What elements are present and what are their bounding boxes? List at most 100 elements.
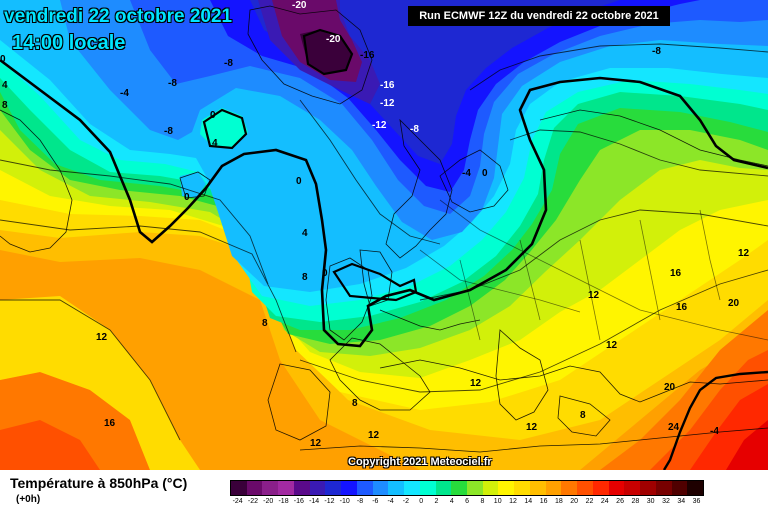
map-label: -16 — [380, 80, 395, 91]
legend-swatch — [529, 481, 546, 495]
legend-label: -22 — [247, 498, 258, 505]
map-label: 8 — [262, 318, 268, 329]
map-label: 8 — [2, 100, 8, 111]
map-label: 4 — [302, 228, 308, 239]
color-scale-labels: -24 -22 -20 -18 -16 -14 -12 -10 -8 -6 -4 -2 0 2 4 6 8 10 1… — [230, 498, 704, 510]
legend-title: Température à 850hPa (°C) — [10, 475, 188, 491]
map-label: -8 — [224, 58, 233, 69]
legend-swatch — [592, 481, 609, 495]
isotherm-20-east — [662, 370, 768, 470]
legend-swatch — [671, 481, 688, 495]
legend-swatch — [467, 481, 483, 495]
legend-swatch — [388, 481, 405, 495]
zero-isotherm-pocket — [202, 108, 248, 150]
legend-swatch — [419, 481, 436, 495]
legend-swatch — [482, 481, 499, 495]
cold-pocket-greenland — [200, 108, 248, 148]
map-label: -12 — [380, 98, 395, 109]
map-label: -20 — [326, 34, 341, 45]
map-label: 0 — [210, 110, 216, 121]
map-label: 16 — [670, 268, 682, 279]
map-label: 24 — [668, 422, 680, 433]
temp-band-18-west — [0, 420, 100, 470]
map-label: 0 — [482, 168, 488, 179]
legend-label: 20 — [570, 498, 579, 505]
legend-label: 10 — [493, 498, 502, 505]
legend-label: 0 — [419, 498, 424, 505]
legend-label: 8 — [480, 498, 485, 505]
minus20-isotherm — [302, 28, 354, 76]
legend-swatch — [514, 481, 530, 495]
map-label: 4 — [2, 80, 8, 91]
legend-label: 32 — [662, 498, 670, 505]
forecast-time: 14:00 locale — [12, 32, 126, 54]
map-label: -12 — [372, 120, 387, 131]
legend-label: -6 — [372, 498, 379, 505]
legend-label: -14 — [309, 498, 320, 505]
legend-label: -2 — [402, 498, 410, 505]
map-label: 20 — [664, 382, 676, 393]
map-label: 12 — [588, 290, 600, 301]
map-label: -8 — [168, 78, 177, 89]
isotherms — [0, 43, 768, 441]
legend-swatch — [246, 481, 263, 495]
map-label: 8 — [580, 410, 586, 421]
map-label: 12 — [606, 340, 618, 351]
legend-swatch — [498, 481, 515, 495]
legend-label: -24 — [232, 498, 243, 505]
map-label: 20 — [728, 298, 740, 309]
legend-label: -10 — [339, 498, 350, 505]
legend-label: 26 — [616, 498, 624, 505]
legend-label: 2 — [434, 498, 439, 505]
map-label: -8 — [164, 126, 173, 137]
legend-swatch — [231, 481, 247, 495]
legend-label: 24 — [600, 498, 609, 505]
map-label: 0 — [184, 192, 190, 203]
legend-label: 14 — [524, 498, 533, 505]
zero-isotherm-main — [0, 58, 768, 348]
coastlines — [0, 5, 768, 453]
legend-label: 18 — [554, 498, 563, 505]
temp-band-12-west — [0, 296, 200, 470]
map-label: -8 — [652, 46, 661, 57]
map-value-labels: -20 -20 -16 -16 -12 -12 -8 -8 -8 -8 -8 -… — [0, 0, 750, 449]
legend-label: 28 — [631, 498, 640, 505]
map-label: 12 — [526, 422, 538, 433]
model-run-banner: Run ECMWF 12Z du vendredi 22 octobre 202… — [408, 6, 670, 26]
map-label: -8 — [410, 124, 419, 135]
map-label: 4 — [212, 138, 218, 149]
legend-label: 22 — [585, 498, 594, 505]
legend-label: 34 — [677, 498, 686, 505]
map-label: 0 — [322, 268, 328, 279]
legend-label: -20 — [263, 498, 274, 505]
map-label: 12 — [738, 248, 750, 259]
legend-label: 16 — [539, 498, 548, 505]
legend-swatch — [655, 481, 672, 495]
cold-pocket-iceland — [180, 172, 206, 198]
legend-label: 4 — [449, 498, 454, 505]
legend-swatch — [545, 481, 562, 495]
legend-swatch — [451, 481, 468, 495]
legend-swatch — [309, 481, 326, 495]
map-label: 0 — [296, 176, 302, 187]
legend-swatch — [624, 481, 641, 495]
legend-swatch — [372, 481, 389, 495]
legend-label: -16 — [293, 498, 304, 505]
legend-swatch — [325, 481, 342, 495]
map-label: 12 — [368, 430, 380, 441]
zero-isotherm-baltic — [332, 262, 418, 302]
legend-label: 30 — [646, 498, 655, 505]
legend-label: -4 — [387, 498, 394, 505]
legend-swatch — [577, 481, 593, 495]
legend-swatch — [341, 481, 357, 495]
legend-swatch — [404, 481, 420, 495]
legend-label: -8 — [356, 498, 364, 505]
legend-swatch — [640, 481, 656, 495]
temp-band-22 — [726, 420, 768, 470]
legend-label: 36 — [692, 498, 701, 505]
copyright-notice: Copyright 2021 Meteociel.fr — [348, 456, 492, 468]
legend-swatch — [262, 481, 279, 495]
legend-swatch — [561, 481, 578, 495]
legend-label: 6 — [465, 498, 470, 505]
temp-band-minus20 — [300, 30, 352, 74]
